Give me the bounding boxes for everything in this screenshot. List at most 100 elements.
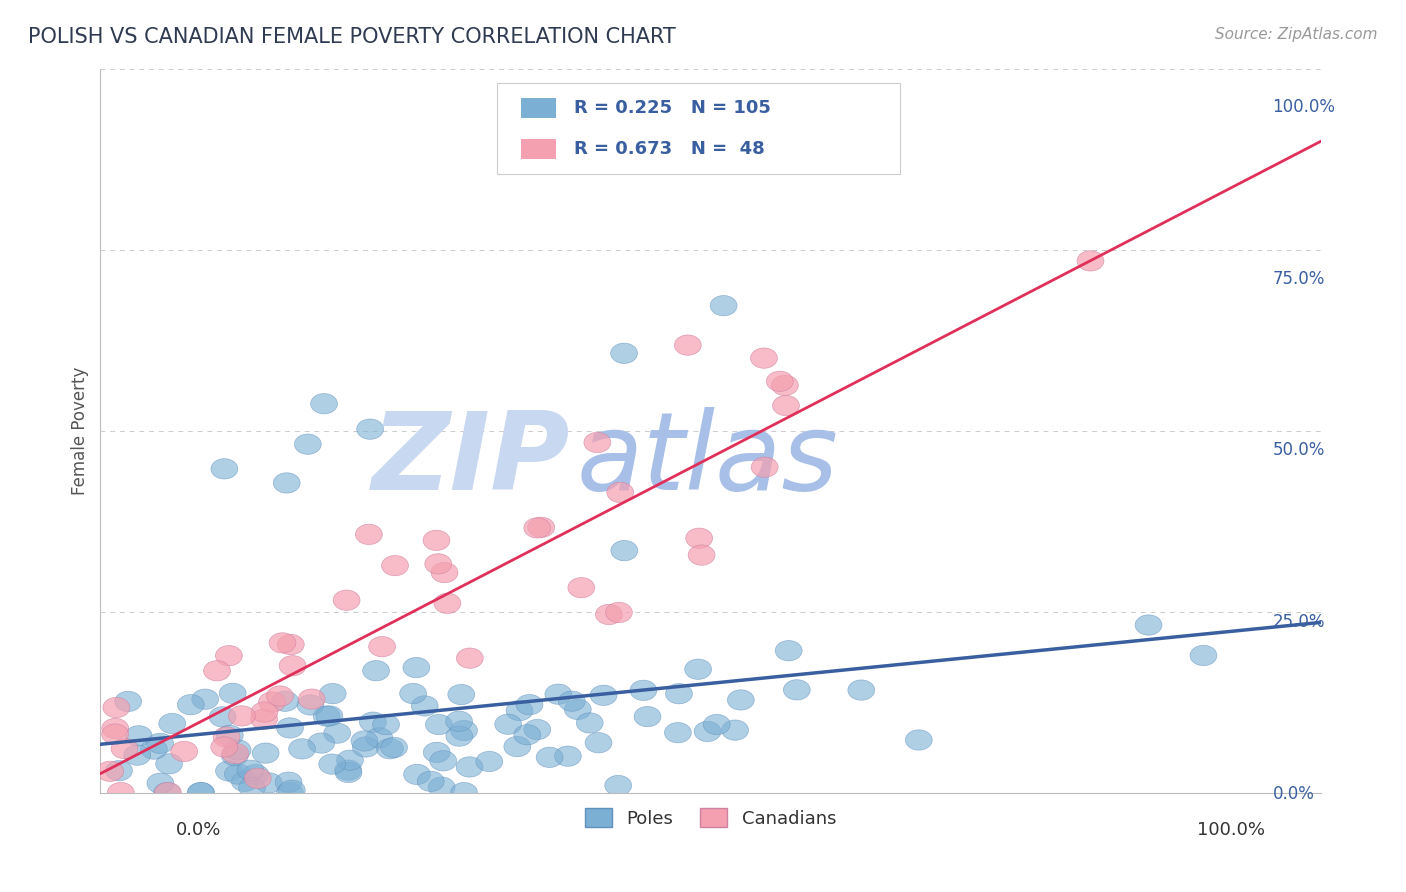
Ellipse shape: [381, 738, 408, 757]
Ellipse shape: [423, 530, 450, 550]
Ellipse shape: [404, 764, 430, 785]
Ellipse shape: [368, 637, 395, 657]
Ellipse shape: [159, 714, 186, 734]
Ellipse shape: [772, 376, 799, 395]
Ellipse shape: [269, 632, 295, 653]
Ellipse shape: [294, 434, 321, 454]
Ellipse shape: [215, 761, 242, 781]
Ellipse shape: [170, 741, 198, 762]
Ellipse shape: [356, 524, 382, 544]
Text: POLISH VS CANADIAN FEMALE POVERTY CORRELATION CHART: POLISH VS CANADIAN FEMALE POVERTY CORREL…: [28, 27, 676, 46]
Ellipse shape: [775, 640, 801, 661]
Ellipse shape: [229, 706, 256, 726]
Ellipse shape: [721, 720, 748, 740]
Ellipse shape: [665, 723, 692, 743]
Ellipse shape: [353, 737, 380, 757]
Ellipse shape: [450, 721, 478, 740]
Ellipse shape: [576, 713, 603, 733]
Ellipse shape: [423, 742, 450, 763]
Ellipse shape: [153, 782, 180, 803]
Ellipse shape: [187, 782, 214, 803]
Ellipse shape: [107, 782, 134, 803]
Ellipse shape: [686, 528, 713, 549]
Ellipse shape: [434, 593, 461, 614]
Ellipse shape: [333, 591, 360, 610]
Ellipse shape: [222, 743, 249, 764]
Ellipse shape: [215, 646, 242, 665]
Ellipse shape: [432, 563, 458, 582]
Ellipse shape: [148, 773, 174, 793]
Ellipse shape: [204, 661, 231, 681]
Ellipse shape: [568, 577, 595, 598]
Ellipse shape: [513, 724, 541, 745]
Ellipse shape: [267, 686, 294, 706]
Legend: Poles, Canadians: Poles, Canadians: [578, 801, 844, 835]
Ellipse shape: [252, 743, 278, 764]
Ellipse shape: [187, 782, 215, 803]
Ellipse shape: [695, 722, 721, 741]
Ellipse shape: [250, 709, 277, 730]
Ellipse shape: [232, 772, 259, 791]
FancyBboxPatch shape: [522, 139, 555, 159]
Ellipse shape: [211, 458, 238, 479]
Text: 100.0%: 100.0%: [1198, 821, 1265, 838]
Ellipse shape: [252, 702, 278, 723]
Ellipse shape: [536, 747, 562, 767]
Ellipse shape: [238, 760, 264, 780]
Ellipse shape: [404, 657, 430, 678]
Text: ZIP: ZIP: [371, 407, 571, 513]
Ellipse shape: [412, 696, 439, 716]
Ellipse shape: [381, 556, 408, 575]
Ellipse shape: [211, 737, 238, 757]
Ellipse shape: [360, 712, 387, 732]
Ellipse shape: [430, 751, 457, 771]
Ellipse shape: [363, 661, 389, 681]
Ellipse shape: [141, 739, 167, 759]
Ellipse shape: [217, 725, 243, 746]
Ellipse shape: [583, 433, 610, 452]
Ellipse shape: [630, 681, 657, 700]
Ellipse shape: [558, 691, 585, 711]
Ellipse shape: [276, 772, 302, 792]
Ellipse shape: [319, 754, 346, 774]
Ellipse shape: [665, 683, 692, 704]
Ellipse shape: [610, 343, 637, 363]
Ellipse shape: [591, 685, 617, 706]
Ellipse shape: [277, 634, 304, 655]
FancyBboxPatch shape: [496, 83, 900, 174]
Ellipse shape: [727, 690, 754, 710]
Ellipse shape: [352, 731, 378, 751]
Ellipse shape: [524, 719, 551, 739]
Ellipse shape: [155, 782, 181, 803]
Ellipse shape: [256, 772, 283, 793]
Text: 0.0%: 0.0%: [1272, 785, 1315, 803]
Ellipse shape: [125, 726, 152, 746]
Ellipse shape: [101, 718, 128, 739]
Ellipse shape: [219, 683, 246, 704]
Ellipse shape: [1189, 645, 1216, 665]
Ellipse shape: [221, 746, 249, 766]
Ellipse shape: [610, 541, 638, 561]
Ellipse shape: [751, 457, 778, 477]
Ellipse shape: [606, 602, 633, 623]
Text: atlas: atlas: [576, 408, 838, 512]
Ellipse shape: [605, 775, 631, 796]
Ellipse shape: [214, 727, 240, 747]
Ellipse shape: [278, 780, 305, 800]
Ellipse shape: [585, 732, 612, 753]
Ellipse shape: [524, 517, 551, 538]
Ellipse shape: [101, 724, 128, 744]
Ellipse shape: [506, 700, 533, 721]
Ellipse shape: [634, 706, 661, 727]
Ellipse shape: [124, 745, 150, 765]
Ellipse shape: [449, 684, 475, 705]
Text: Source: ZipAtlas.com: Source: ZipAtlas.com: [1215, 27, 1378, 42]
Ellipse shape: [271, 691, 298, 712]
Ellipse shape: [277, 718, 304, 738]
Ellipse shape: [503, 737, 530, 756]
Ellipse shape: [710, 295, 737, 316]
Ellipse shape: [280, 656, 307, 676]
Ellipse shape: [688, 545, 716, 566]
FancyBboxPatch shape: [522, 97, 555, 118]
Ellipse shape: [495, 714, 522, 734]
